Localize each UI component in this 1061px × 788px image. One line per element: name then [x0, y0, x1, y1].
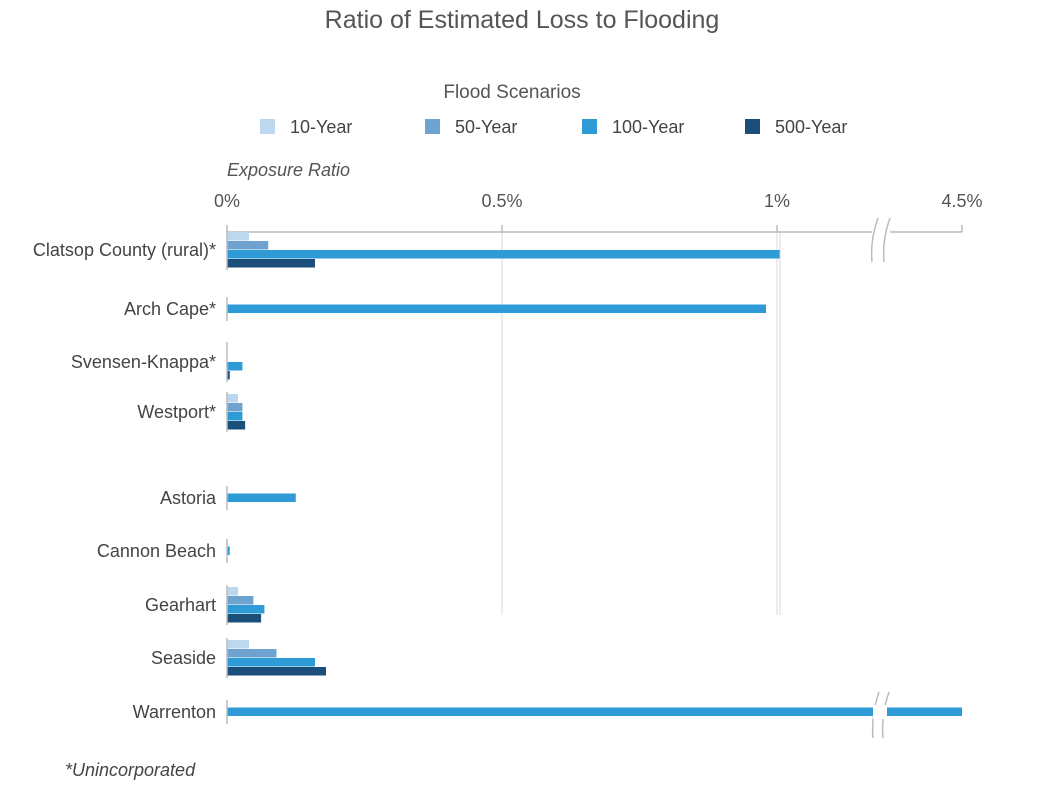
bar: [227, 640, 249, 649]
bars: [227, 232, 962, 719]
category-label: Cannon Beach: [97, 541, 216, 561]
bar: [227, 614, 262, 623]
gridlines: [501, 232, 781, 615]
bar: [227, 403, 243, 412]
bar: [227, 371, 230, 380]
category-label: Astoria: [160, 488, 217, 508]
axis-break-gap: [873, 705, 887, 719]
legend: 10-Year 50-Year 100-Year 500-Year: [260, 117, 847, 137]
bar: [227, 707, 962, 716]
tick-label: 0%: [214, 191, 240, 211]
category-label: Warrenton: [133, 702, 216, 722]
tick-label: 0.5%: [481, 191, 522, 211]
bar: [227, 259, 315, 268]
legend-swatch: [260, 119, 275, 134]
bar: [227, 412, 243, 421]
legend-swatch: [582, 119, 597, 134]
category-label: Gearhart: [145, 595, 216, 615]
legend-swatch: [425, 119, 440, 134]
bar: [227, 493, 296, 502]
bar: [227, 304, 766, 313]
bar: [227, 587, 238, 596]
axis-break-mark: [882, 217, 891, 263]
bar: [227, 546, 230, 555]
legend-swatch: [745, 119, 760, 134]
legend-label: 100-Year: [612, 117, 684, 137]
bar: [227, 362, 243, 371]
bar: [227, 605, 265, 614]
tick-label: 1%: [764, 191, 790, 211]
bar: [227, 394, 238, 403]
bar: [227, 649, 277, 658]
bar: [227, 232, 249, 241]
x-axis: 0% 0.5% 1% 4.5%: [214, 191, 983, 739]
category-label: Clatsop County (rural)*: [33, 240, 216, 260]
category-label: Westport*: [137, 402, 216, 422]
bar: [227, 667, 326, 676]
legend-label: 10-Year: [290, 117, 352, 137]
chart-title: Ratio of Estimated Loss to Flooding: [325, 6, 720, 34]
category-label: Svensen-Knappa*: [71, 352, 216, 372]
bar: [227, 241, 269, 250]
bar: [227, 596, 254, 605]
axis-break-mark: [870, 217, 879, 263]
bar: [227, 421, 246, 430]
category-labels: Clatsop County (rural)* Arch Cape* Svensen…: [33, 230, 228, 724]
footnote: *Unincorporated: [65, 760, 196, 780]
bar: [227, 250, 780, 259]
bar: [227, 658, 315, 667]
axis-title: Exposure Ratio: [227, 160, 350, 180]
legend-label: 50-Year: [455, 117, 517, 137]
category-label: Seaside: [151, 648, 216, 668]
category-label: Arch Cape*: [124, 299, 216, 319]
tick-label: 4.5%: [941, 191, 982, 211]
legend-label: 500-Year: [775, 117, 847, 137]
legend-title: Flood Scenarios: [443, 82, 580, 103]
